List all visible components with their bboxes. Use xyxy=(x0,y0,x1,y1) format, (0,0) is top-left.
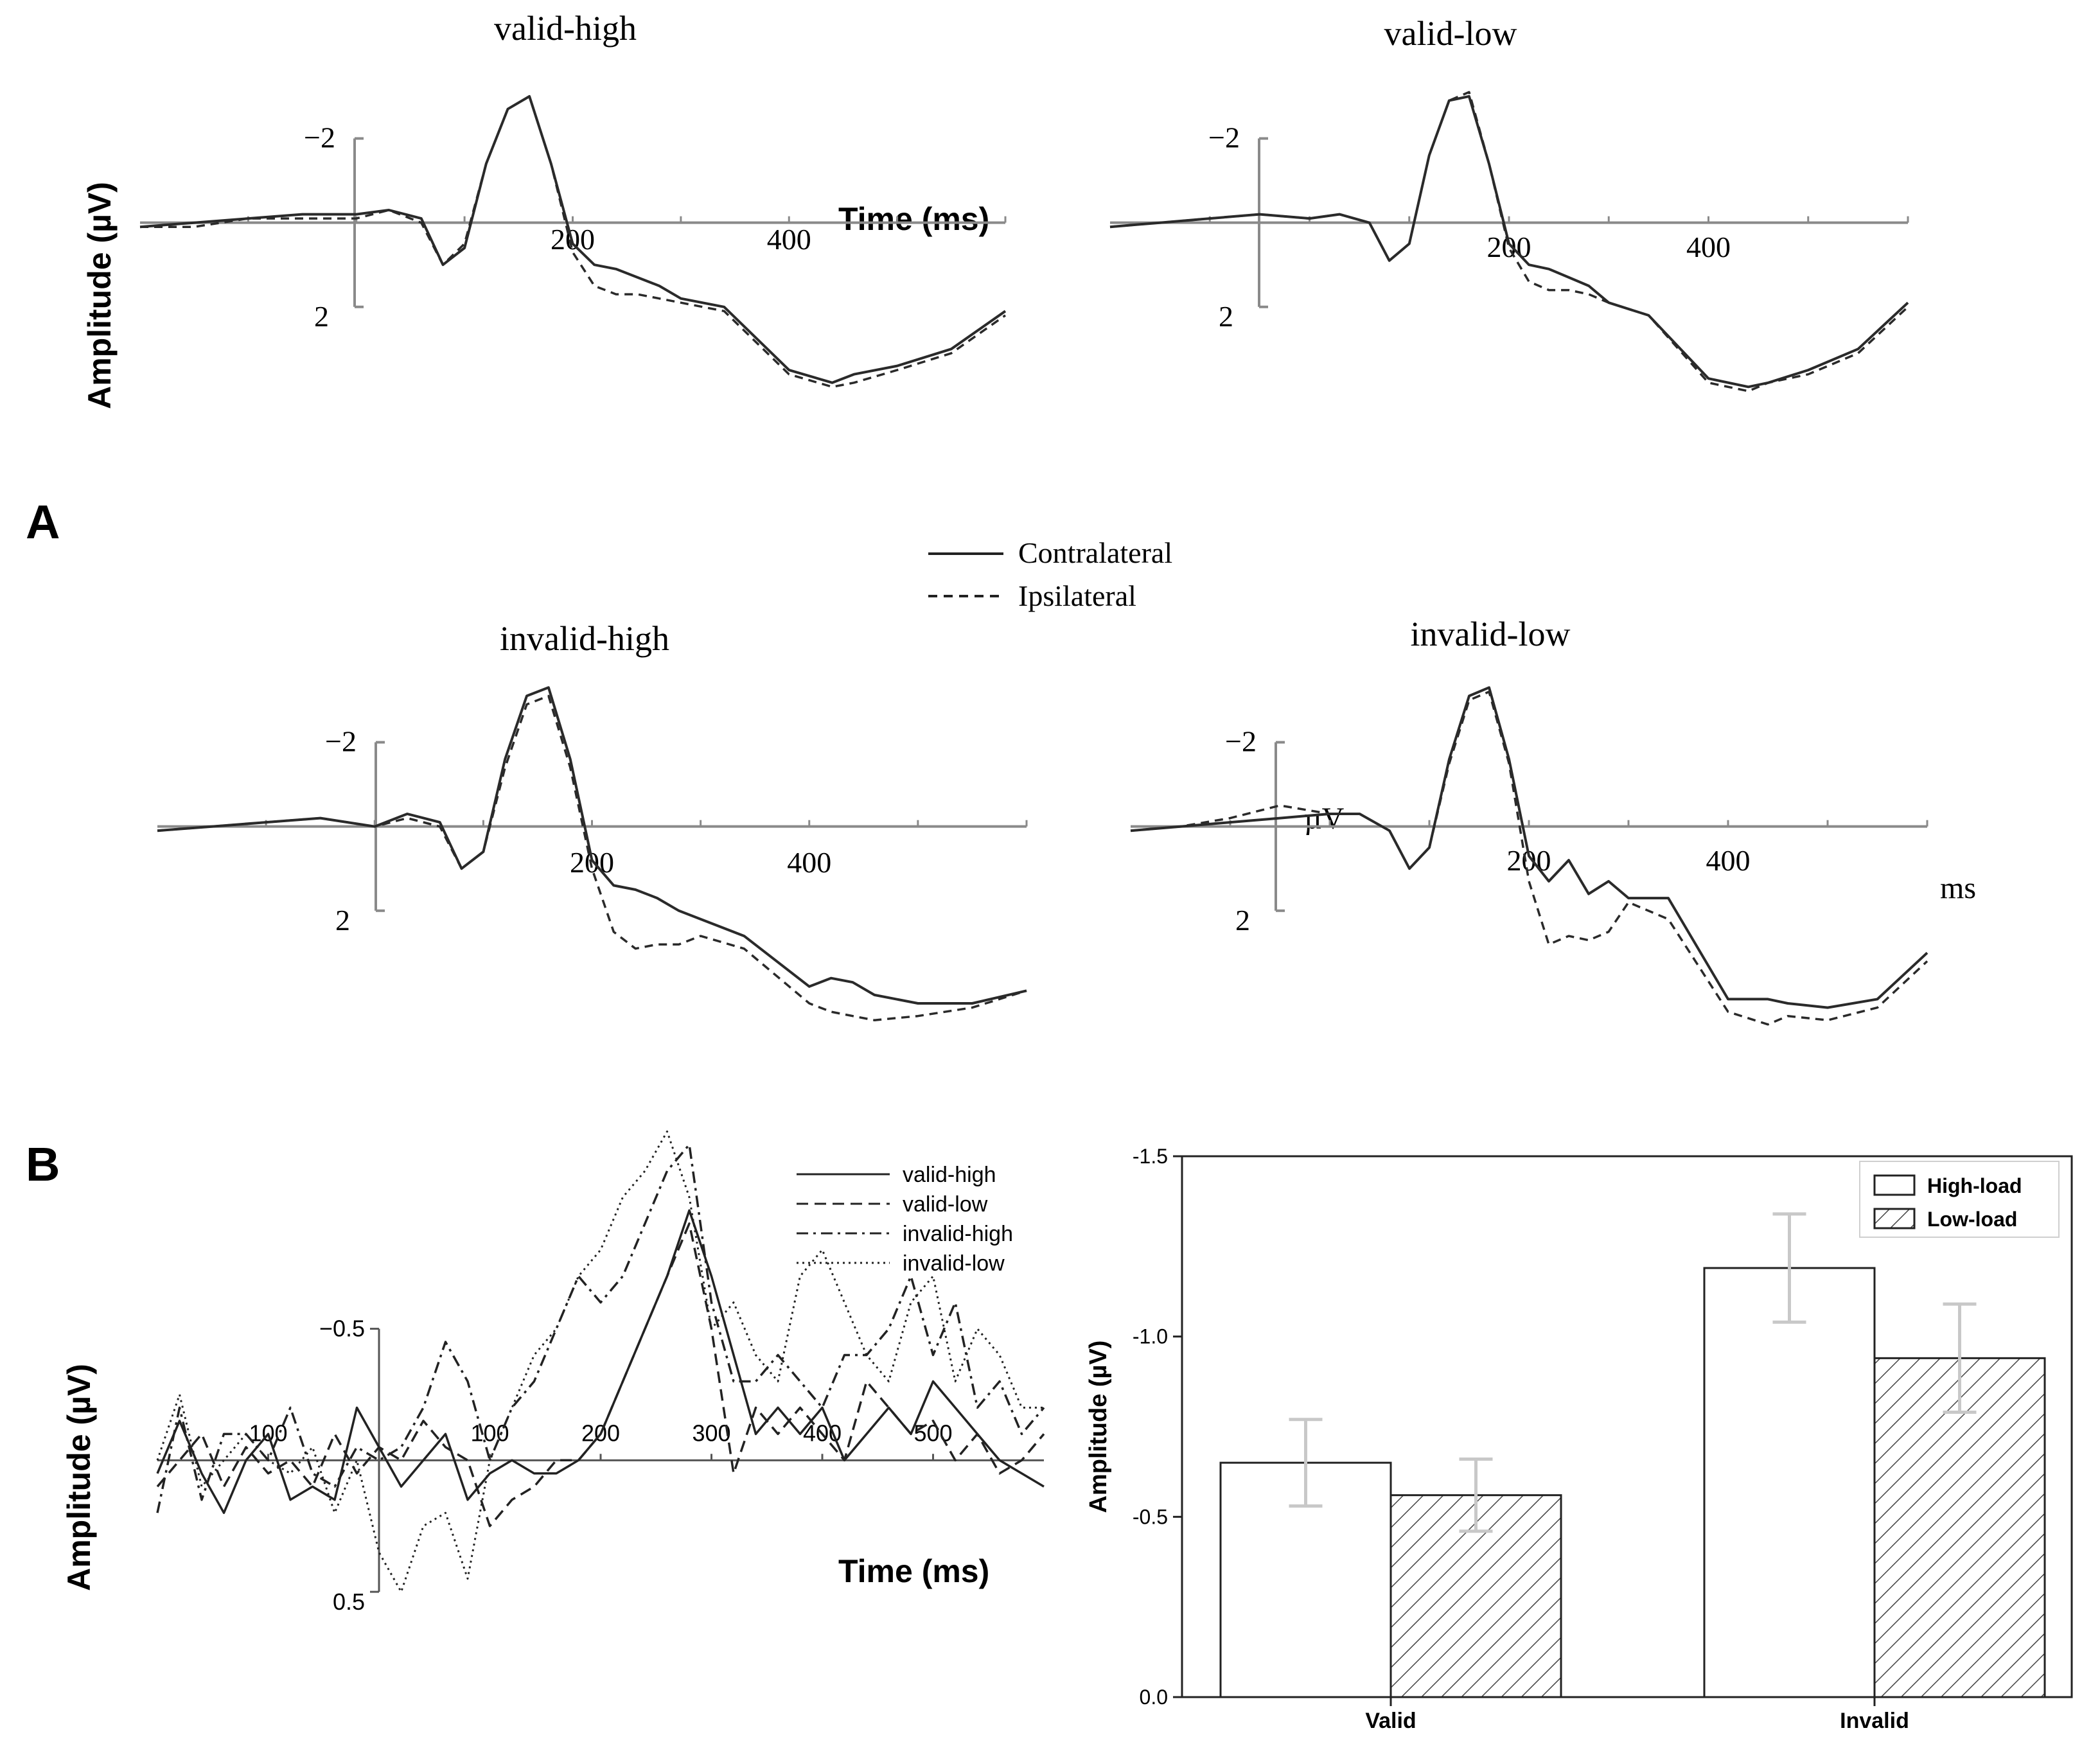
legend-high-load-swatch xyxy=(1873,1174,1916,1196)
valid-low-line xyxy=(156,1222,1045,1528)
diff-x-tick-label: 500 xyxy=(913,1420,952,1446)
bar-y-tick-label: 0.0 xyxy=(1140,1686,1168,1709)
erp-x-tick-label: 200 xyxy=(570,846,614,879)
legend-low-load-label: Low-load xyxy=(1927,1208,2017,1231)
unit-ms-label: ms xyxy=(1940,871,1976,905)
diff-y-tick-label: 0.5 xyxy=(333,1589,365,1615)
invalid-high-line xyxy=(156,1143,1045,1513)
diff-x-tick-label: 300 xyxy=(692,1420,730,1446)
bar-chart: 0.0 -0.5 -1.0 -1.5 Amplitude (µV) Valid Invali… xyxy=(1085,1145,2073,1733)
legend-high-load-label: High-load xyxy=(1927,1174,2022,1197)
bar-y-tick-label: -0.5 xyxy=(1133,1505,1168,1528)
legend-valid-high-label: valid-high xyxy=(903,1163,996,1187)
ipsilateral-line xyxy=(157,694,1027,1021)
panel-label-a: A xyxy=(26,495,60,549)
erp-y-tick-label: 2 xyxy=(1235,904,1250,937)
erp-plot-invalid-low: invalid-low −2 2 200 400 xyxy=(1130,615,1928,1026)
contralateral-line xyxy=(157,686,1027,1005)
erp-y-tick-label: 2 xyxy=(314,300,329,333)
bar-x-tick-label: Invalid xyxy=(1840,1709,1909,1733)
erp-y-tick-label: 2 xyxy=(335,904,350,937)
panel-b-time-label: Time (ms) xyxy=(838,1553,989,1589)
unit-uv-label: µV xyxy=(1304,802,1345,836)
invalid-low-line xyxy=(156,1130,1044,1593)
ipsilateral-line xyxy=(1109,91,1909,392)
erp-title: invalid-high xyxy=(500,619,669,658)
bar-y-axis-label: Amplitude (µV) xyxy=(1085,1341,1112,1513)
erp-x-tick-label: 400 xyxy=(1706,844,1751,877)
erp-title: valid-low xyxy=(1384,14,1517,53)
legend-valid-low-label: valid-low xyxy=(903,1192,988,1217)
legend-low-load-swatch xyxy=(1873,1208,1916,1229)
diff-y-tick-label: −0.5 xyxy=(319,1316,365,1342)
erp-x-tick-label: 400 xyxy=(1686,231,1731,263)
erp-y-tick-label: −2 xyxy=(304,121,335,154)
legend-ipsilateral-label: Ipsilateral xyxy=(1018,579,1136,612)
bar-high-load xyxy=(1703,1267,1876,1698)
diff-x-tick-label: 100 xyxy=(470,1420,509,1446)
bar-plot-frame xyxy=(1181,1155,2073,1698)
erp-title: valid-high xyxy=(494,9,637,48)
ipsilateral-line xyxy=(140,95,1007,389)
bar-low-load xyxy=(1873,1357,2046,1698)
panel-a-legend: Contralateral Ipsilateral xyxy=(928,536,1172,612)
erp-y-tick-label: −2 xyxy=(325,725,357,758)
contralateral-line xyxy=(139,95,1007,384)
erp-x-tick-label: 400 xyxy=(787,846,831,879)
ipsilateral-line xyxy=(1130,691,1928,1026)
erp-title: invalid-low xyxy=(1411,615,1571,653)
legend-contralateral-label: Contralateral xyxy=(1018,536,1172,569)
erp-plot-invalid-high: invalid-high −2 2 200 400 xyxy=(157,619,1028,1021)
erp-x-tick-label: 200 xyxy=(1507,844,1551,877)
erp-y-tick-label: −2 xyxy=(1208,121,1240,154)
panel-b-y-axis-label: Amplitude (µV) xyxy=(61,1364,97,1591)
legend-invalid-high-label: invalid-high xyxy=(903,1222,1013,1246)
bar-x-tick-label: Valid xyxy=(1365,1709,1416,1733)
panel-label-b: B xyxy=(26,1138,60,1191)
erp-y-tick-label: 2 xyxy=(1219,300,1233,333)
legend-invalid-low-label: invalid-low xyxy=(903,1251,1005,1276)
bar-y-tick-label: -1.5 xyxy=(1133,1145,1168,1168)
erp-y-tick-label: −2 xyxy=(1225,725,1257,758)
panel-a-time-label: Time (ms) xyxy=(838,201,989,237)
difference-wave-legend: valid-high valid-low invalid-high invalid-l… xyxy=(797,1163,1013,1276)
contralateral-line xyxy=(1130,686,1928,1009)
bar-y-tick-label: -1.0 xyxy=(1133,1325,1168,1348)
panel-a-y-axis-label: Amplitude (µV) xyxy=(82,182,118,409)
erp-x-tick-label: 400 xyxy=(767,223,811,256)
